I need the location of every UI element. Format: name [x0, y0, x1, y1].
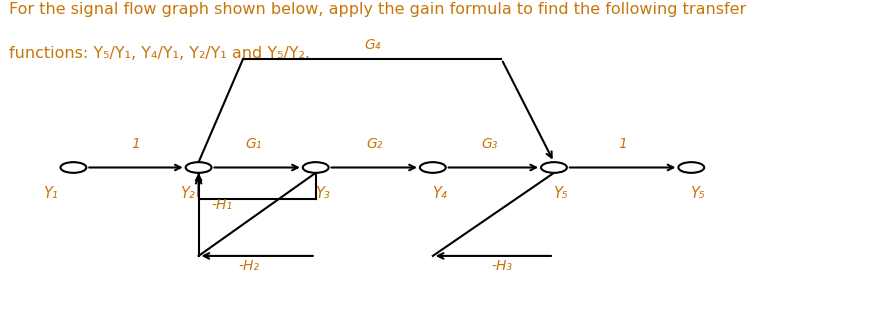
Text: -H₁: -H₁	[212, 198, 233, 211]
Circle shape	[420, 162, 445, 173]
Text: G₂: G₂	[366, 137, 382, 151]
Circle shape	[303, 162, 329, 173]
Text: -H₂: -H₂	[239, 259, 260, 273]
Text: Y₅: Y₅	[690, 186, 705, 201]
Circle shape	[186, 162, 212, 173]
Text: Y₁: Y₁	[44, 186, 58, 201]
Circle shape	[60, 162, 87, 173]
Text: 1: 1	[131, 137, 140, 151]
Text: G₄: G₄	[364, 38, 381, 52]
Text: functions: Y₅/Y₁, Y₄/Y₁, Y₂/Y₁ and Y₅/Y₂.: functions: Y₅/Y₁, Y₄/Y₁, Y₂/Y₁ and Y₅/Y₂…	[9, 46, 310, 61]
Text: Y₃: Y₃	[315, 186, 330, 201]
Circle shape	[541, 162, 567, 173]
Text: 1: 1	[619, 137, 627, 151]
Text: For the signal flow graph shown below, apply the gain formula to find the follow: For the signal flow graph shown below, a…	[9, 2, 746, 17]
Text: Y₄: Y₄	[432, 186, 446, 201]
Text: G₃: G₃	[481, 137, 498, 151]
Text: -H₃: -H₃	[491, 259, 512, 273]
Text: Y₂: Y₂	[180, 186, 194, 201]
Text: Y₅: Y₅	[553, 186, 568, 201]
Circle shape	[678, 162, 704, 173]
Text: G₁: G₁	[245, 137, 262, 151]
